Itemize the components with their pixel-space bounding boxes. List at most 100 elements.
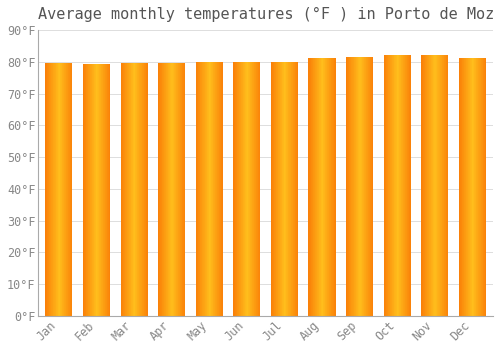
Bar: [474, 58, 475, 316]
Bar: [135, 63, 136, 316]
Bar: [432, 55, 433, 316]
Bar: [169, 63, 170, 316]
Bar: [441, 55, 442, 316]
Bar: [438, 55, 439, 316]
Bar: [433, 55, 434, 316]
Bar: [120, 63, 121, 316]
Bar: [389, 55, 390, 316]
Bar: [177, 63, 178, 316]
Bar: [248, 62, 249, 316]
Bar: [247, 62, 248, 316]
Bar: [54, 63, 55, 316]
Bar: [402, 55, 404, 316]
Bar: [249, 62, 250, 316]
Bar: [408, 55, 410, 316]
Bar: [168, 63, 169, 316]
Bar: [286, 62, 287, 316]
Bar: [98, 64, 99, 316]
Bar: [259, 62, 260, 316]
Bar: [198, 62, 199, 316]
Bar: [296, 62, 298, 316]
Bar: [164, 63, 165, 316]
Bar: [272, 62, 273, 316]
Bar: [350, 57, 351, 316]
Bar: [326, 58, 327, 316]
Bar: [58, 63, 59, 316]
Bar: [426, 55, 428, 316]
Bar: [471, 58, 472, 316]
Bar: [280, 62, 281, 316]
Bar: [361, 57, 362, 316]
Bar: [370, 57, 371, 316]
Bar: [396, 55, 397, 316]
Bar: [436, 55, 437, 316]
Bar: [142, 63, 143, 316]
Bar: [174, 63, 175, 316]
Bar: [466, 58, 467, 316]
Bar: [328, 58, 329, 316]
Bar: [318, 58, 320, 316]
Bar: [351, 57, 352, 316]
Bar: [91, 64, 92, 316]
Bar: [136, 63, 137, 316]
Bar: [364, 57, 365, 316]
Bar: [66, 63, 67, 316]
Bar: [388, 55, 389, 316]
Bar: [385, 55, 386, 316]
Bar: [238, 62, 240, 316]
Bar: [140, 63, 141, 316]
Bar: [360, 57, 361, 316]
Bar: [121, 63, 122, 316]
Bar: [205, 62, 206, 316]
Bar: [479, 58, 480, 316]
Bar: [55, 63, 56, 316]
Bar: [57, 63, 58, 316]
Bar: [472, 58, 473, 316]
Bar: [442, 55, 443, 316]
Bar: [141, 63, 142, 316]
Bar: [465, 58, 466, 316]
Bar: [393, 55, 394, 316]
Bar: [287, 62, 288, 316]
Bar: [311, 58, 312, 316]
Bar: [199, 62, 200, 316]
Bar: [333, 58, 334, 316]
Bar: [160, 63, 161, 316]
Bar: [482, 58, 483, 316]
Bar: [144, 63, 145, 316]
Bar: [65, 63, 66, 316]
Bar: [93, 64, 94, 316]
Bar: [208, 62, 210, 316]
Bar: [443, 55, 444, 316]
Bar: [161, 63, 162, 316]
Bar: [430, 55, 432, 316]
Bar: [424, 55, 426, 316]
Bar: [483, 58, 484, 316]
Bar: [428, 55, 430, 316]
Bar: [253, 62, 254, 316]
Bar: [56, 63, 57, 316]
Bar: [309, 58, 310, 316]
Bar: [241, 62, 242, 316]
Bar: [134, 63, 135, 316]
Bar: [126, 63, 128, 316]
Bar: [358, 57, 359, 316]
Bar: [244, 62, 245, 316]
Bar: [314, 58, 316, 316]
Bar: [178, 63, 179, 316]
Bar: [196, 62, 197, 316]
Bar: [158, 63, 159, 316]
Bar: [138, 63, 139, 316]
Bar: [60, 63, 61, 316]
Bar: [310, 58, 311, 316]
Bar: [94, 64, 95, 316]
Bar: [445, 55, 446, 316]
Bar: [89, 64, 90, 316]
Bar: [201, 62, 202, 316]
Bar: [132, 63, 134, 316]
Bar: [435, 55, 436, 316]
Bar: [282, 62, 283, 316]
Bar: [285, 62, 286, 316]
Bar: [234, 62, 236, 316]
Bar: [290, 62, 291, 316]
